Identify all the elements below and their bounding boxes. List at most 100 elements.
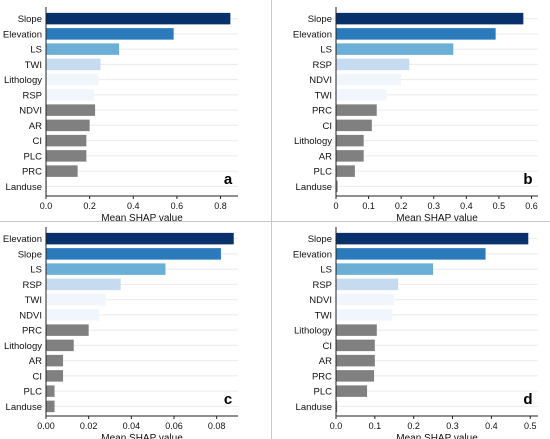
- bar-ci: [336, 119, 372, 132]
- category-label: TWI: [25, 295, 42, 306]
- category-label: NDVI: [309, 75, 332, 86]
- category-label: PRC: [22, 326, 42, 337]
- panel-letter: c: [224, 391, 232, 408]
- category-label: Lithology: [294, 326, 332, 337]
- category-label: PRC: [22, 167, 42, 178]
- category-label: CI: [33, 136, 43, 147]
- bar-ls: [46, 43, 120, 55]
- x-tick-label: 0.0: [40, 201, 53, 211]
- bar-plc: [46, 385, 55, 397]
- bar-slope: [46, 12, 231, 25]
- bar-prc: [336, 370, 375, 382]
- x-tick-label: 0.2: [395, 201, 408, 211]
- category-label: Slope: [308, 14, 332, 25]
- category-label: Landuse: [296, 182, 332, 193]
- category-label: LS: [320, 265, 332, 276]
- bar-prc: [336, 104, 377, 116]
- bar-plc: [336, 385, 368, 397]
- x-tick-label: 0.1: [362, 201, 375, 211]
- panel-letter: d: [523, 391, 532, 408]
- x-tick-label: 0.0: [330, 421, 343, 431]
- category-label: Elevation: [3, 29, 42, 40]
- x-tick-label: 0.5: [524, 421, 537, 431]
- bar-rsp: [336, 58, 410, 71]
- bar-elevation: [46, 28, 174, 40]
- x-tick-label: 0.5: [493, 201, 506, 211]
- bar-ci: [46, 134, 87, 147]
- x-axis-title: Mean SHAP value: [101, 213, 183, 224]
- category-label: Slope: [18, 249, 42, 260]
- category-label: CI: [323, 341, 333, 352]
- bar-ls: [336, 263, 434, 275]
- bar-ls: [46, 263, 166, 275]
- bar-ci: [336, 339, 375, 352]
- category-label: Lithology: [4, 75, 42, 86]
- bar-twi: [336, 89, 387, 101]
- category-label: Landuse: [296, 402, 332, 413]
- x-tick-label: 0.6: [525, 201, 538, 211]
- bar-elevation: [46, 232, 234, 245]
- bar-twi: [46, 58, 101, 71]
- x-tick-label: 0.00: [37, 421, 55, 431]
- category-label: NDVI: [309, 295, 332, 306]
- bar-ndvi: [46, 104, 96, 116]
- bar-lithology: [46, 339, 74, 352]
- category-label: Lithology: [4, 341, 42, 352]
- category-label: LS: [30, 45, 42, 56]
- x-tick-label: 0.06: [165, 421, 183, 431]
- category-label: TWI: [315, 310, 332, 321]
- category-label: Elevation: [293, 29, 332, 40]
- category-label: RSP: [22, 90, 42, 101]
- bar-plc: [336, 165, 355, 177]
- category-label: LS: [320, 45, 332, 56]
- bar-ndvi: [46, 309, 100, 321]
- x-tick-label: 0.08: [208, 421, 226, 431]
- panel-letter: a: [224, 171, 233, 188]
- bar-elevation: [336, 28, 496, 40]
- x-tick-label: 0.2: [407, 421, 420, 431]
- category-label: PRC: [312, 106, 332, 117]
- category-label: TWI: [25, 60, 42, 71]
- bar-ar: [336, 150, 364, 162]
- bar-twi: [336, 309, 393, 321]
- x-tick-label: 0.1: [369, 421, 382, 431]
- panel-a: Slope Elevation LS TWI Lithology RSP NDVI AR CI P…: [3, 7, 238, 224]
- x-tick-label: 0.8: [214, 201, 227, 211]
- bar-landuse: [46, 400, 55, 413]
- bar-ls: [336, 43, 454, 55]
- bar-ar: [336, 354, 375, 367]
- bar-landuse: [336, 400, 338, 413]
- x-tick-label: 0: [333, 201, 338, 211]
- panel-letter: b: [523, 171, 532, 188]
- bar-ndvi: [336, 73, 402, 86]
- x-axis-title: Mean SHAP value: [101, 433, 183, 439]
- bar-slope: [46, 248, 221, 260]
- x-tick-label: 0.2: [83, 201, 96, 211]
- x-axis-title: Mean SHAP value: [396, 213, 478, 224]
- category-label: TWI: [315, 90, 332, 101]
- category-label: Elevation: [3, 234, 42, 245]
- category-label: Landuse: [6, 182, 42, 193]
- x-tick-label: 0.04: [123, 421, 141, 431]
- category-label: AR: [319, 356, 332, 367]
- category-label: CI: [33, 371, 43, 382]
- category-label: Lithology: [294, 136, 332, 147]
- category-label: NDVI: [19, 310, 42, 321]
- x-tick-label: 0.6: [171, 201, 184, 211]
- category-label: LS: [30, 265, 42, 276]
- category-label: CI: [323, 121, 333, 132]
- bar-rsp: [46, 278, 121, 291]
- bar-prc: [46, 324, 89, 336]
- x-tick-label: 0.3: [427, 201, 440, 211]
- x-tick-label: 0.4: [485, 421, 498, 431]
- category-label: PRC: [312, 371, 332, 382]
- panel-c: Elevation Slope LS RSP TWI NDVI PRC Lithology AR…: [3, 227, 238, 439]
- category-label: Slope: [18, 14, 42, 25]
- category-label: Landuse: [6, 402, 42, 413]
- panel-d: Slope Elevation LS RSP NDVI TWI Lithology CI AR P…: [293, 227, 538, 439]
- bar-ci: [46, 370, 64, 382]
- category-label: PLC: [314, 387, 333, 398]
- x-axis-title: Mean SHAP value: [396, 433, 478, 439]
- category-label: RSP: [312, 60, 332, 71]
- bar-elevation: [336, 248, 486, 260]
